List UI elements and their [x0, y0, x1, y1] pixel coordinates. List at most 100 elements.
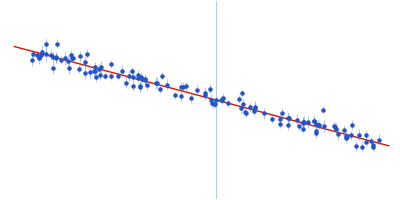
Point — [69, 56, 76, 59]
Point — [92, 66, 98, 69]
Point — [29, 58, 35, 61]
Point — [130, 85, 136, 88]
Point — [362, 140, 369, 144]
Point — [342, 136, 349, 140]
Point — [43, 42, 49, 45]
Point — [304, 120, 311, 123]
Point — [29, 52, 36, 56]
Point — [300, 127, 306, 130]
Point — [220, 96, 226, 99]
Point — [243, 112, 250, 115]
Point — [178, 94, 184, 97]
Point — [172, 94, 178, 97]
Point — [50, 66, 56, 70]
Point — [332, 125, 338, 129]
Point — [284, 116, 291, 120]
Point — [261, 112, 268, 115]
Point — [202, 93, 208, 97]
Point — [219, 99, 225, 102]
Point — [115, 74, 121, 77]
Point — [137, 85, 143, 88]
Point — [202, 91, 208, 95]
Point — [126, 74, 132, 77]
Point — [277, 123, 283, 126]
Point — [370, 145, 376, 148]
Point — [348, 123, 355, 126]
Point — [36, 56, 42, 59]
Point — [142, 78, 148, 81]
Point — [82, 72, 88, 75]
Point — [97, 74, 104, 77]
Point — [180, 86, 186, 89]
Point — [211, 102, 217, 105]
Point — [43, 52, 50, 56]
Point — [188, 96, 194, 99]
Point — [108, 75, 114, 78]
Point — [340, 129, 347, 132]
Point — [153, 81, 159, 85]
Point — [301, 120, 307, 123]
Point — [209, 101, 215, 104]
Point — [156, 87, 163, 90]
Point — [331, 124, 338, 127]
Point — [321, 124, 328, 128]
Point — [316, 123, 322, 126]
Point — [238, 106, 245, 110]
Point — [348, 134, 354, 137]
Point — [313, 122, 319, 126]
Point — [65, 59, 72, 63]
Point — [343, 134, 350, 137]
Point — [311, 119, 317, 123]
Point — [92, 69, 99, 72]
Point — [344, 135, 350, 139]
Point — [236, 97, 243, 101]
Point — [300, 121, 306, 124]
Point — [312, 131, 319, 135]
Point — [252, 107, 259, 110]
Point — [142, 78, 148, 81]
Point — [130, 76, 136, 79]
Point — [66, 66, 72, 69]
Point — [84, 52, 90, 55]
Point — [98, 65, 104, 68]
Point — [359, 145, 365, 148]
Point — [108, 62, 114, 65]
Point — [123, 81, 129, 84]
Point — [296, 125, 302, 128]
Point — [102, 74, 108, 77]
Point — [212, 99, 219, 102]
Point — [207, 87, 213, 90]
Point — [363, 133, 369, 136]
Point — [182, 84, 189, 88]
Point — [247, 105, 254, 108]
Point — [58, 59, 64, 62]
Point — [39, 50, 46, 53]
Point — [300, 121, 306, 124]
Point — [269, 117, 275, 121]
Point — [225, 102, 232, 105]
Point — [49, 56, 56, 59]
Point — [34, 53, 40, 56]
Point — [353, 145, 359, 148]
Point — [87, 71, 94, 74]
Point — [356, 133, 362, 136]
Point — [310, 119, 317, 122]
Point — [251, 110, 257, 113]
Point — [61, 57, 68, 60]
Point — [320, 108, 326, 111]
Point — [134, 74, 141, 77]
Point — [285, 124, 291, 127]
Point — [159, 75, 166, 78]
Point — [134, 76, 141, 79]
Point — [93, 75, 99, 78]
Point — [277, 118, 284, 121]
Point — [312, 129, 319, 133]
Point — [376, 138, 382, 142]
Point — [144, 84, 150, 87]
Point — [53, 56, 60, 59]
Point — [239, 102, 246, 106]
Point — [368, 139, 375, 142]
Point — [178, 86, 184, 89]
Point — [238, 92, 245, 95]
Point — [77, 54, 83, 58]
